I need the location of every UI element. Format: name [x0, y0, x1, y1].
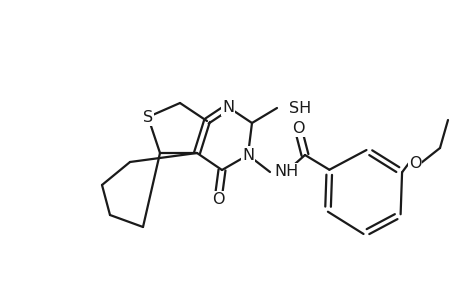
Text: SH: SH	[288, 100, 311, 116]
Text: N: N	[241, 148, 253, 163]
Text: O: O	[408, 155, 420, 170]
Text: S: S	[143, 110, 153, 124]
Text: NH: NH	[274, 164, 297, 179]
Text: N: N	[221, 100, 234, 115]
Text: O: O	[211, 193, 224, 208]
Text: O: O	[291, 121, 303, 136]
